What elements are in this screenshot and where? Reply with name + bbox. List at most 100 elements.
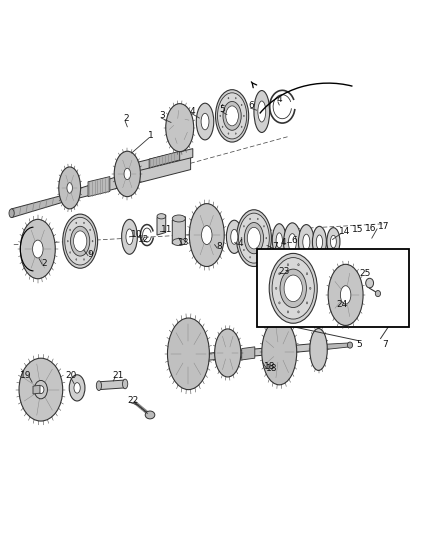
Text: 6: 6 bbox=[249, 101, 254, 110]
Ellipse shape bbox=[9, 209, 14, 217]
Ellipse shape bbox=[287, 311, 289, 313]
Ellipse shape bbox=[126, 229, 133, 245]
Text: 20: 20 bbox=[66, 371, 77, 380]
Ellipse shape bbox=[276, 287, 277, 289]
Ellipse shape bbox=[241, 104, 242, 106]
Ellipse shape bbox=[70, 229, 71, 231]
Ellipse shape bbox=[123, 379, 128, 389]
Text: 2: 2 bbox=[124, 115, 129, 124]
Ellipse shape bbox=[34, 381, 47, 399]
Ellipse shape bbox=[63, 214, 98, 268]
Ellipse shape bbox=[59, 167, 81, 209]
Polygon shape bbox=[64, 154, 191, 202]
Polygon shape bbox=[136, 149, 193, 171]
Text: 1: 1 bbox=[148, 131, 154, 140]
Ellipse shape bbox=[157, 214, 166, 219]
Ellipse shape bbox=[172, 215, 185, 222]
Ellipse shape bbox=[220, 115, 221, 117]
Ellipse shape bbox=[71, 227, 90, 256]
Ellipse shape bbox=[264, 225, 265, 227]
Ellipse shape bbox=[280, 269, 307, 308]
Text: 11: 11 bbox=[161, 225, 173, 234]
Ellipse shape bbox=[310, 287, 311, 289]
Text: 12: 12 bbox=[138, 235, 150, 244]
Ellipse shape bbox=[201, 114, 209, 130]
Text: 22: 22 bbox=[127, 397, 138, 406]
Ellipse shape bbox=[235, 98, 236, 99]
Ellipse shape bbox=[298, 311, 299, 313]
Polygon shape bbox=[170, 357, 173, 364]
Ellipse shape bbox=[250, 256, 251, 258]
Ellipse shape bbox=[328, 264, 363, 326]
Ellipse shape bbox=[327, 228, 340, 256]
Ellipse shape bbox=[167, 318, 209, 390]
Text: 21: 21 bbox=[112, 371, 124, 380]
Text: 3: 3 bbox=[159, 111, 165, 120]
Text: 23: 23 bbox=[279, 267, 290, 276]
Ellipse shape bbox=[284, 223, 301, 262]
Ellipse shape bbox=[279, 273, 280, 275]
Ellipse shape bbox=[312, 227, 326, 258]
Ellipse shape bbox=[244, 222, 264, 254]
Ellipse shape bbox=[272, 224, 286, 257]
Polygon shape bbox=[99, 380, 125, 390]
Ellipse shape bbox=[298, 264, 299, 266]
Text: 4: 4 bbox=[190, 107, 196, 116]
Polygon shape bbox=[173, 343, 326, 364]
Text: 18: 18 bbox=[264, 362, 275, 372]
Ellipse shape bbox=[76, 222, 77, 224]
Text: 17: 17 bbox=[378, 222, 390, 231]
Text: 5: 5 bbox=[219, 105, 226, 114]
Text: 4: 4 bbox=[276, 95, 282, 104]
Text: 18: 18 bbox=[265, 364, 277, 373]
Ellipse shape bbox=[145, 411, 155, 419]
Ellipse shape bbox=[228, 98, 229, 99]
Ellipse shape bbox=[276, 233, 283, 248]
Ellipse shape bbox=[257, 256, 258, 258]
Ellipse shape bbox=[306, 273, 308, 275]
Ellipse shape bbox=[287, 264, 289, 266]
Ellipse shape bbox=[69, 375, 85, 401]
Ellipse shape bbox=[65, 217, 95, 265]
Ellipse shape bbox=[90, 229, 91, 231]
Text: 10: 10 bbox=[131, 230, 143, 239]
Ellipse shape bbox=[172, 239, 185, 246]
Ellipse shape bbox=[19, 358, 63, 421]
Text: 8: 8 bbox=[216, 243, 222, 252]
Ellipse shape bbox=[196, 103, 214, 140]
Ellipse shape bbox=[92, 240, 93, 242]
Ellipse shape bbox=[330, 236, 336, 248]
Ellipse shape bbox=[258, 101, 266, 122]
Ellipse shape bbox=[257, 218, 258, 220]
Ellipse shape bbox=[228, 133, 229, 134]
Polygon shape bbox=[12, 195, 64, 217]
Ellipse shape bbox=[20, 220, 55, 279]
Polygon shape bbox=[33, 385, 40, 394]
Ellipse shape bbox=[67, 240, 68, 242]
Ellipse shape bbox=[189, 204, 224, 266]
Ellipse shape bbox=[201, 225, 212, 245]
Ellipse shape bbox=[38, 386, 44, 393]
Text: 6: 6 bbox=[291, 236, 297, 245]
Text: 4: 4 bbox=[237, 239, 243, 248]
Text: 4: 4 bbox=[281, 238, 286, 247]
Polygon shape bbox=[149, 151, 180, 168]
Ellipse shape bbox=[298, 224, 314, 260]
Polygon shape bbox=[242, 347, 255, 360]
Ellipse shape bbox=[284, 275, 302, 302]
Ellipse shape bbox=[279, 302, 280, 304]
Ellipse shape bbox=[247, 228, 261, 249]
Ellipse shape bbox=[241, 237, 242, 239]
Ellipse shape bbox=[340, 286, 351, 304]
Ellipse shape bbox=[166, 103, 194, 152]
Ellipse shape bbox=[347, 342, 353, 348]
Ellipse shape bbox=[223, 101, 241, 130]
Ellipse shape bbox=[237, 210, 272, 266]
Ellipse shape bbox=[215, 90, 249, 142]
Ellipse shape bbox=[266, 237, 267, 239]
Ellipse shape bbox=[264, 249, 265, 251]
Text: 24: 24 bbox=[336, 301, 348, 310]
Ellipse shape bbox=[222, 104, 223, 106]
Text: 16: 16 bbox=[365, 223, 377, 232]
Ellipse shape bbox=[235, 133, 236, 134]
